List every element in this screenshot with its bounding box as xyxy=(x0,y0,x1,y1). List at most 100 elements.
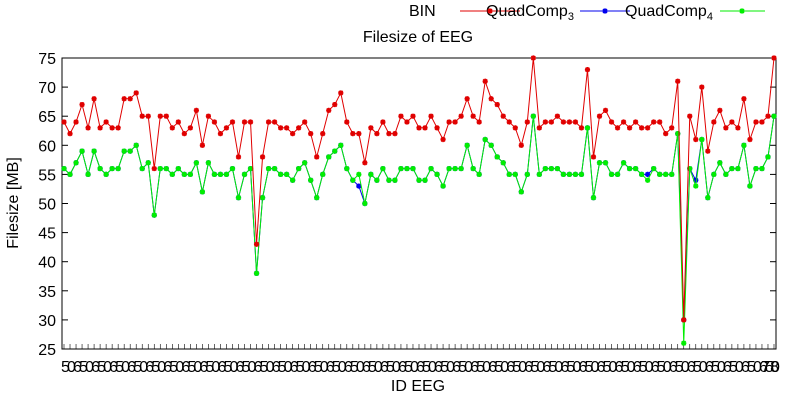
x-tick-label: 0 xyxy=(410,359,419,376)
data-point xyxy=(765,154,771,160)
x-tick-label: 6 xyxy=(326,359,335,376)
data-point xyxy=(181,171,187,177)
data-point xyxy=(121,96,127,102)
x-tick-label: 6 xyxy=(308,359,317,376)
x-tick-label: 0 xyxy=(85,359,94,376)
data-point xyxy=(67,171,73,177)
y-tick-label: 75 xyxy=(38,51,56,68)
data-point xyxy=(356,171,362,177)
data-point xyxy=(771,55,777,61)
data-point xyxy=(241,171,248,177)
data-point xyxy=(693,136,699,143)
data-point xyxy=(223,171,230,177)
x-tick-label: 5 xyxy=(621,359,630,376)
legend-label-quadcomp3: QuadComp3 xyxy=(486,3,574,23)
x-tick-label: 0 xyxy=(211,359,220,376)
data-point xyxy=(151,165,157,172)
x-tick-label: 6 xyxy=(181,359,190,376)
data-point xyxy=(175,165,181,172)
data-point xyxy=(614,125,621,131)
data-point xyxy=(530,113,536,119)
data-point xyxy=(265,119,272,125)
legend-marker-unlabeled xyxy=(739,8,745,14)
data-point xyxy=(290,177,296,183)
data-point xyxy=(145,160,151,166)
data-point xyxy=(747,183,753,189)
data-point xyxy=(133,90,139,96)
data-point xyxy=(626,125,633,131)
x-tick-label: 0 xyxy=(157,359,166,376)
x-tick-label: 5 xyxy=(386,359,395,376)
x-tick-label-band: 5065065065065065065065065065065065065065… xyxy=(61,359,780,376)
x-tick-label: 6 xyxy=(217,359,226,376)
x-tick-label: 6 xyxy=(452,359,461,376)
series-line xyxy=(63,116,775,320)
data-point xyxy=(596,160,603,166)
data-point xyxy=(67,131,73,137)
data-point xyxy=(217,171,224,177)
data-point xyxy=(753,119,759,125)
x-tick-label: 0 xyxy=(609,359,618,376)
x-tick-label: 6 xyxy=(416,359,425,376)
data-point xyxy=(524,171,530,177)
x-tick-label: 5 xyxy=(458,359,467,376)
data-point xyxy=(693,177,699,183)
data-point xyxy=(596,113,603,119)
data-point xyxy=(747,136,753,143)
x-tick-label: 6 xyxy=(542,359,551,376)
data-point xyxy=(338,90,344,96)
data-point xyxy=(675,131,681,137)
data-point xyxy=(169,125,175,131)
x-tick-label: 5 xyxy=(260,359,269,376)
x-tick-label: 6 xyxy=(434,359,443,376)
x-tick-label: 5 xyxy=(693,359,702,376)
x-tick-label: 5 xyxy=(278,359,287,376)
data-point xyxy=(440,183,446,189)
data-point xyxy=(157,165,163,172)
data-point xyxy=(446,119,452,125)
x-tick-label: 6 xyxy=(272,359,281,376)
data-point xyxy=(296,165,302,172)
x-tick-label: 0 xyxy=(482,359,491,376)
data-point xyxy=(326,107,332,113)
x-tick-label: 5 xyxy=(603,359,612,376)
data-point xyxy=(741,142,747,148)
legend: BIN QuadComp3 QuadComp4 xyxy=(409,3,765,23)
data-point xyxy=(326,154,332,160)
data-point xyxy=(241,119,248,125)
data-point xyxy=(247,165,254,172)
x-tick-label: 0 xyxy=(320,359,329,376)
data-point xyxy=(512,171,518,177)
data-point xyxy=(410,113,416,119)
x-tick-label: 0 xyxy=(699,359,708,376)
data-point xyxy=(446,165,452,172)
data-point xyxy=(693,183,699,189)
data-point xyxy=(584,67,591,73)
data-point xyxy=(211,171,218,177)
data-point xyxy=(735,125,741,131)
data-point xyxy=(278,125,284,131)
data-point xyxy=(476,119,482,125)
legend-label-bin: BIN xyxy=(409,3,436,20)
data-point xyxy=(151,212,157,218)
data-point xyxy=(681,317,687,323)
x-tick-label: 0 xyxy=(302,359,311,376)
data-point xyxy=(602,107,609,113)
x-tick-label: 5 xyxy=(440,359,449,376)
data-point xyxy=(711,119,717,125)
data-point xyxy=(560,171,567,177)
y-tick-label: 35 xyxy=(38,284,56,301)
data-point xyxy=(687,165,693,172)
data-point xyxy=(247,119,254,125)
data-point xyxy=(97,165,103,172)
x-tick-label: 6 xyxy=(578,359,587,376)
data-point xyxy=(338,142,344,148)
x-tick-label: 5 xyxy=(97,359,106,376)
data-point xyxy=(422,177,428,183)
y-axis-label: Filesize [MB] xyxy=(5,157,22,249)
x-tick-label: 6 xyxy=(524,359,533,376)
series-line xyxy=(63,57,775,320)
x-tick-label: 6 xyxy=(651,359,660,376)
x-tick-label: 5 xyxy=(115,359,124,376)
data-point xyxy=(590,195,597,201)
